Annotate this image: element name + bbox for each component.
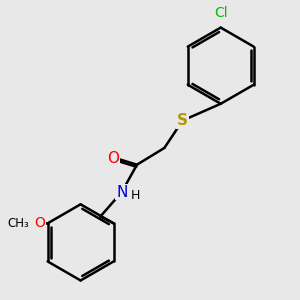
Text: H: H bbox=[130, 189, 140, 202]
Text: N: N bbox=[116, 184, 128, 200]
Text: O: O bbox=[34, 216, 45, 230]
Text: Cl: Cl bbox=[214, 6, 227, 20]
Text: CH₃: CH₃ bbox=[8, 217, 29, 230]
Text: O: O bbox=[107, 151, 119, 166]
Text: S: S bbox=[177, 113, 188, 128]
